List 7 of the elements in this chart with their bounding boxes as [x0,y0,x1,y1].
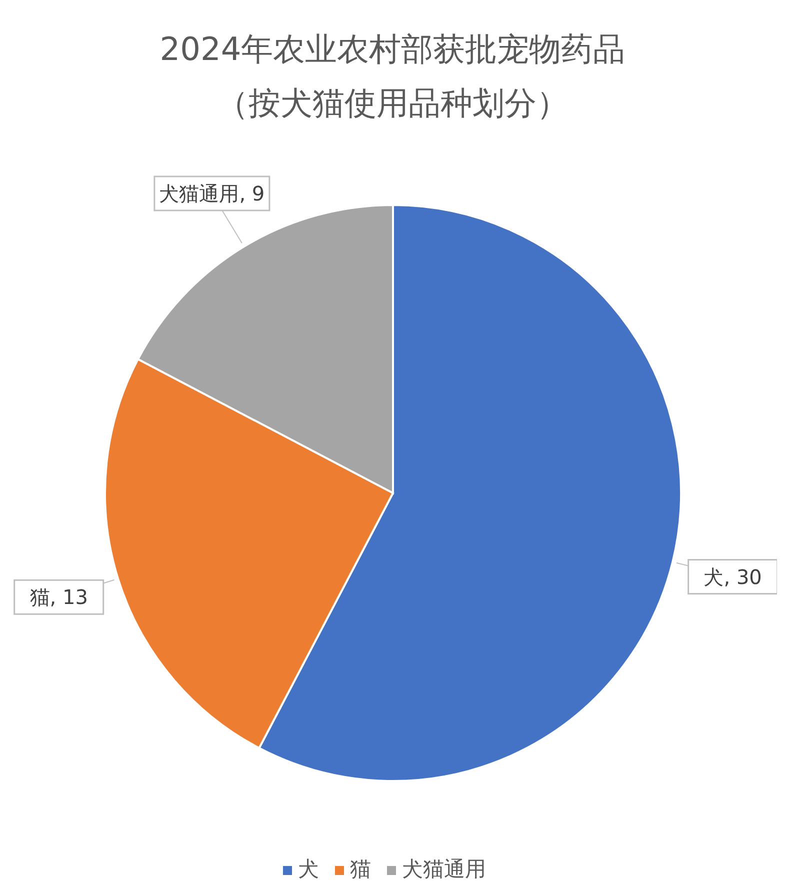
data-label: 猫, 13 [30,585,88,610]
chart-title: 2024年农业农村部获批宠物药品（按犬猫使用品种划分） [158,29,626,124]
data-label: 犬, 30 [704,564,762,589]
legend-label: 犬 [297,857,319,881]
data-label: 犬猫通用, 9 [159,181,265,206]
legend-label: 猫 [349,857,371,881]
legend-label: 犬猫通用 [401,857,486,881]
